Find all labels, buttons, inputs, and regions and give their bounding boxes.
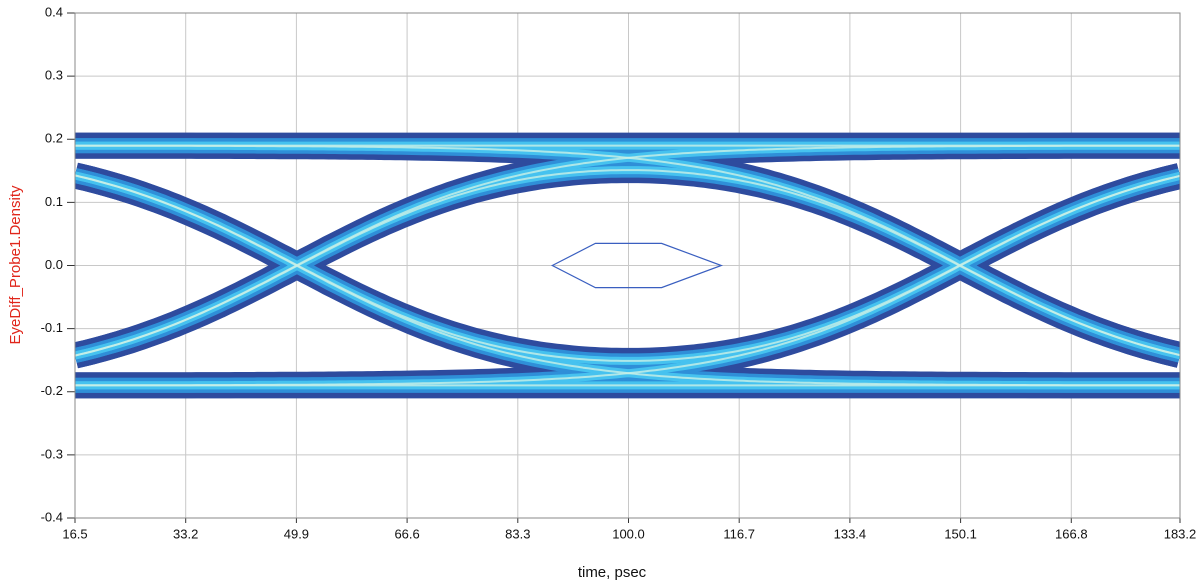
y-tick-label: -0.1 [41, 320, 63, 335]
y-axis-label: EyeDiff_Probe1.Density [7, 185, 24, 344]
x-tick-label: 16.5 [62, 526, 87, 541]
x-tick-label: 150.1 [944, 526, 977, 541]
x-tick-label: 33.2 [173, 526, 198, 541]
y-tick-label: 0.3 [45, 68, 63, 83]
x-tick-label: 133.4 [834, 526, 867, 541]
x-tick-label: 116.7 [723, 526, 755, 541]
eye-trace [75, 162, 1180, 374]
eye-trace [75, 162, 1180, 363]
y-tick-label: 0.1 [45, 194, 63, 209]
x-tick-label: 83.3 [505, 526, 530, 541]
y-tick-label: -0.2 [41, 383, 63, 398]
x-tick-label: 66.6 [394, 526, 419, 541]
eye-trace [75, 157, 1180, 369]
y-tick-label: 0.0 [45, 257, 63, 272]
eye-trace [75, 169, 1180, 357]
eye-trace [75, 174, 1180, 362]
plot-frame [74, 12, 1181, 519]
x-tick-label: 166.8 [1055, 526, 1088, 541]
x-tick-label: 183.2 [1164, 526, 1197, 541]
eye-mask [550, 242, 724, 289]
eye-density [75, 132, 1180, 399]
eye-trace [75, 168, 1180, 369]
y-tick-label: 0.2 [45, 131, 63, 146]
x-tick-label: 49.9 [284, 526, 309, 541]
eye-trace [75, 166, 1180, 360]
x-axis-label: time, psec [578, 564, 647, 581]
eye-trace [75, 171, 1180, 365]
y-tick-label: 0.4 [45, 4, 63, 19]
y-tick-label: -0.3 [41, 446, 63, 461]
y-tick-label: -0.4 [41, 509, 63, 524]
x-tick-label: 100.0 [612, 526, 645, 541]
